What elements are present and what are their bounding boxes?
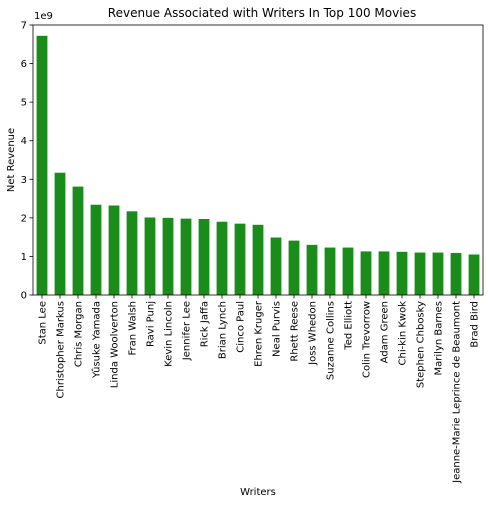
x-tick-label: Jennifer Lee xyxy=(182,301,193,361)
bar xyxy=(360,251,372,295)
bars-group xyxy=(36,35,480,296)
x-tick-label: Kevin Lincoln xyxy=(164,301,175,367)
x-tick-label: Ravi Punj xyxy=(146,301,157,347)
bar xyxy=(90,204,102,295)
bar xyxy=(252,224,264,295)
chart-title: Revenue Associated with Writers In Top 1… xyxy=(108,6,416,20)
bar xyxy=(270,237,282,295)
x-tick-label: Joss Whedon xyxy=(308,301,319,366)
bar xyxy=(450,252,462,295)
bar xyxy=(342,247,354,295)
x-tick-label: Linda Woolverton xyxy=(110,301,121,388)
x-tick-label: Neal Purvis xyxy=(272,301,283,357)
x-tick-label: Ted Elliott xyxy=(344,301,355,351)
bar xyxy=(198,219,210,295)
bar xyxy=(468,254,480,295)
bar xyxy=(432,252,444,295)
y-tick-label: 7 xyxy=(21,21,27,32)
x-tick-label: Rhett Reese xyxy=(290,301,301,362)
x-tick-label: Christopher Markus xyxy=(56,301,67,399)
x-tick-label: Colin Trevorrow xyxy=(362,301,373,378)
x-tick-label: Suzanne Collins xyxy=(326,301,337,380)
y-tick-label: 2 xyxy=(21,213,27,224)
x-tick-label: Brian Lynch xyxy=(218,301,229,359)
x-tick-label: Fran Walsh xyxy=(128,301,139,355)
y-tick-label: 3 xyxy=(21,175,27,186)
x-tick-label: Rick Jaffa xyxy=(200,301,211,347)
plot-frame xyxy=(32,24,484,296)
x-tick-label: Marilyn Barnes xyxy=(434,301,445,375)
bar xyxy=(396,251,408,295)
x-tick-label: Chris Morgan xyxy=(74,301,85,367)
x-tick-label: Jeanne-Marie Leprince de Beaumont xyxy=(452,301,463,484)
bar xyxy=(108,205,120,295)
x-tick-label: Cinco Paul xyxy=(236,301,247,353)
bar xyxy=(180,218,192,295)
bar xyxy=(216,221,228,295)
bar xyxy=(36,35,48,296)
bar xyxy=(126,211,138,295)
x-tick-label: Stan Lee xyxy=(38,301,49,345)
bar xyxy=(54,172,66,295)
bar xyxy=(162,217,174,295)
y-tick-label: 6 xyxy=(21,59,27,70)
bar xyxy=(306,244,318,295)
bar xyxy=(378,251,390,295)
x-tick-label: Yûsuke Yamada xyxy=(91,301,103,379)
x-axis-label: Writers xyxy=(240,487,276,498)
y-tick-label: 5 xyxy=(21,98,27,109)
x-tick-label: Brad Bird xyxy=(470,301,481,348)
bar xyxy=(72,186,84,295)
x-tick-label: Adam Green xyxy=(380,301,391,363)
x-tick-label: Stephen Chbosky xyxy=(416,301,427,388)
x-axis-ticks: Stan Lee Christopher Markus Chris Morgan Yû… xyxy=(38,295,481,484)
x-tick-label: Ehren Kruger xyxy=(254,300,265,367)
bar xyxy=(288,240,300,295)
bar xyxy=(414,252,426,295)
y-tick-label: 4 xyxy=(21,136,27,147)
y-axis-ticks: 0 1 2 3 4 5 6 7 xyxy=(21,21,33,302)
y-axis-label: Net Revenue xyxy=(6,128,17,192)
y-scale-label: 1e9 xyxy=(34,11,53,22)
bar xyxy=(144,217,156,295)
y-tick-label: 0 xyxy=(21,291,27,302)
x-tick-label: Chi-kin Kwok xyxy=(398,301,409,366)
bar xyxy=(324,247,336,295)
bar xyxy=(234,223,246,295)
y-tick-label: 1 xyxy=(21,252,27,263)
